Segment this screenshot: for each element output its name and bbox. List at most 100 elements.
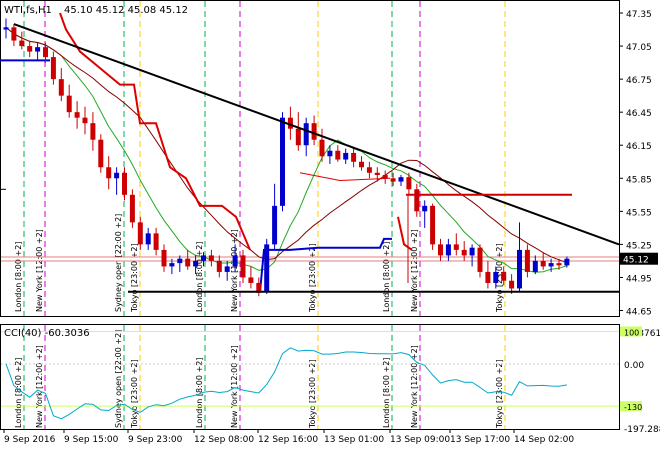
candle-body[interactable] [374,172,380,175]
price-pane[interactable] [0,0,620,317]
candle-body[interactable] [90,123,96,140]
candle-body[interactable] [98,139,104,168]
drawn-objects[interactable] [1,23,620,293]
candle-body[interactable] [177,258,183,264]
current-price-label: 45.12 [623,256,649,266]
candle-body[interactable] [493,271,499,283]
candle-body[interactable] [461,249,467,256]
candle-body[interactable] [193,260,199,267]
candle-body[interactable] [382,174,388,179]
time-tick-label: 14 Sep 02:00 [514,435,574,445]
candle-body[interactable] [524,249,530,272]
candle-body[interactable] [422,205,428,212]
candles[interactable] [3,18,570,297]
time-tick-label: 9 Sep 2016 [4,435,56,445]
candle-body[interactable] [232,255,238,267]
candle-body[interactable] [27,46,33,52]
session-label: New York [12:00 +2] [230,229,239,312]
candle-body[interactable] [3,27,9,30]
session-label-cci: London [8:00 +2] [195,358,204,428]
candle-body[interactable] [185,258,191,267]
candle-body[interactable] [224,266,230,272]
candle-body[interactable] [406,177,412,190]
candle-body[interactable] [517,249,522,289]
candle-body[interactable] [509,280,515,289]
time-tick-label: 13 Sep 09:00 [390,435,450,445]
candle-body[interactable] [327,150,333,157]
session-label-cci: Tokyo [23:00 +2] [308,359,317,429]
candle-body[interactable] [240,255,246,278]
candle-body[interactable] [114,172,120,179]
candle-body[interactable] [43,47,48,58]
candle-body[interactable] [414,189,420,212]
candle-body[interactable] [295,128,301,146]
candle-body[interactable] [564,258,570,266]
candle-body[interactable] [145,233,151,245]
session-label: New York [12:00 +2] [410,229,419,312]
supertrend-down-1 [59,12,251,251]
candle-body[interactable] [208,255,214,261]
candle-body[interactable] [548,263,554,267]
candle-body[interactable] [280,117,285,206]
session-label: Tokyo [23:00 +2] [130,243,139,313]
candle-body[interactable] [122,172,127,195]
candle-body[interactable] [66,95,72,113]
candle-body[interactable] [366,167,372,173]
candle-body[interactable] [256,282,262,292]
candle-body[interactable] [556,263,562,266]
candle-body[interactable] [359,161,364,168]
candle-body[interactable] [390,178,396,182]
candle-body[interactable] [485,271,491,283]
session-label-cci: New York [12:00 +2] [410,345,419,428]
cci-level-label: 100 [624,328,639,337]
price-tick-label: 45.55 [626,208,652,218]
cci-pane[interactable] [0,324,620,430]
candle-body[interactable] [161,249,167,267]
candle-body[interactable] [351,152,357,162]
candle-body[interactable] [129,194,135,223]
candle-body[interactable] [477,247,483,272]
candle-body[interactable] [264,244,270,292]
candle-body[interactable] [169,263,175,267]
candle-body[interactable] [540,260,546,267]
candle-body[interactable] [335,150,341,160]
candle-body[interactable] [153,233,159,250]
candle-body[interactable] [453,244,459,250]
candle-body[interactable] [532,260,538,272]
session-label: New York [12:00 +2] [35,229,44,312]
candle-body[interactable] [58,79,64,96]
candle-body[interactable] [50,57,56,80]
candle-body[interactable] [137,222,143,245]
candle-body[interactable] [216,260,222,272]
candle-body[interactable] [430,205,436,245]
horizontal-lines [1,256,619,262]
candle-body[interactable] [35,47,41,52]
candle-body[interactable] [287,117,293,129]
candle-body[interactable] [82,117,88,124]
candle-body[interactable] [201,255,206,261]
time-tick-label: 9 Sep 15:00 [64,435,119,445]
candle-body[interactable] [398,177,404,182]
candle-body[interactable] [106,167,112,179]
candle-body[interactable] [438,244,443,256]
candle-body[interactable] [311,123,317,140]
trendline[interactable] [13,23,620,246]
indicator-lines [0,12,568,293]
cci-line [5,347,567,420]
candle-body[interactable] [19,40,25,47]
candle-body[interactable] [343,152,349,160]
candle-body[interactable] [248,277,254,283]
session-label: London [8:00 +2] [382,242,391,312]
session-label: Sydney open [22:00 +2] [114,214,123,312]
time-axis: 9 Sep 2016 9 Sep 15:00 9 Sep 23:00 12 Sep 0… [3,429,574,445]
candle-body[interactable] [272,205,278,245]
candle-body[interactable] [501,271,507,281]
candle-body[interactable] [11,27,17,41]
candle-body[interactable] [445,244,451,256]
candle-body[interactable] [303,123,309,146]
candle-body[interactable] [74,112,80,118]
candle-body[interactable] [469,247,475,256]
candle-body[interactable] [319,139,325,157]
